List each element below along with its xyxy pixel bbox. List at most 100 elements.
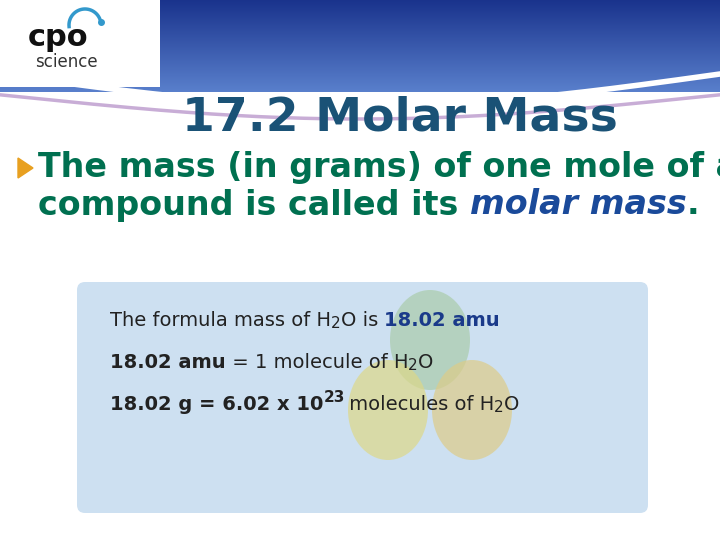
Text: The formula mass of H: The formula mass of H [110,310,331,329]
Bar [0,31,720,32]
Bar [0,91,720,92]
Bar [0,40,720,42]
Bar [0,60,720,62]
Bar [0,37,720,38]
Bar [0,38,720,39]
Bar [0,43,720,44]
Bar [0,73,720,75]
Bar [0,7,720,9]
Bar [0,69,720,71]
Bar [0,25,720,26]
Bar [0,54,720,56]
Bar [0,18,720,19]
Bar [0,45,720,46]
Ellipse shape [432,360,512,460]
Bar [0,56,720,57]
Bar [0,58,720,59]
Bar [0,36,720,37]
Polygon shape [18,158,33,178]
Bar [0,61,720,63]
Text: O: O [418,353,433,372]
Ellipse shape [390,290,470,390]
Bar [0,0,160,87]
Bar [0,32,720,33]
Text: compound is called its: compound is called its [38,188,470,221]
Bar [0,20,720,22]
Bar [0,24,720,25]
Text: cpo: cpo [28,24,89,52]
Bar [0,82,720,84]
Ellipse shape [348,360,428,460]
Text: 2: 2 [408,359,418,374]
Bar [0,1,720,3]
Bar [0,12,720,14]
Bar [0,76,720,78]
Bar [0,29,720,30]
Bar [0,39,720,40]
Bar [0,85,720,86]
Bar [0,0,720,2]
Bar [0,34,720,36]
Text: 18.02 g = 6.02 x 10: 18.02 g = 6.02 x 10 [110,395,323,414]
Bar [0,11,720,12]
Bar [0,33,720,35]
Bar [0,42,720,44]
Bar [0,47,720,49]
Bar [0,53,720,55]
Bar [0,49,720,51]
Bar [0,50,720,51]
Bar [0,27,720,29]
Bar [0,68,720,70]
Text: 2: 2 [494,401,503,415]
Bar [0,35,720,37]
Text: 23: 23 [323,390,343,406]
Text: 2: 2 [494,401,503,415]
Bar [0,65,720,66]
Bar [0,74,720,76]
Bar [0,84,720,85]
Bar [0,17,720,18]
Bar [0,70,720,71]
Bar [0,26,720,28]
Bar [0,48,720,50]
Bar [0,51,720,52]
Bar [0,80,720,82]
Text: O is: O is [341,310,384,329]
Bar [0,87,720,89]
Bar [0,4,720,5]
Bar [0,22,720,24]
Bar [0,63,720,64]
Bar [0,88,720,90]
Text: 23: 23 [323,390,345,406]
Bar [0,59,720,60]
Bar [0,10,720,11]
Bar [0,52,720,53]
Bar [0,6,720,8]
Bar [0,66,720,68]
Bar [0,8,720,10]
Bar [0,71,720,72]
Text: molecules of H: molecules of H [343,395,494,414]
Text: molar mass: molar mass [470,188,687,221]
Bar [0,3,720,4]
Bar [0,90,720,91]
Bar [0,92,720,540]
Bar [0,23,720,24]
Text: 2: 2 [331,316,341,332]
Bar [0,67,720,69]
Text: .: . [687,188,699,221]
Bar [0,41,720,43]
FancyBboxPatch shape [77,282,648,513]
Bar [0,14,720,16]
Bar [0,79,720,80]
Bar [0,57,720,58]
Bar [0,83,720,84]
Bar [0,86,720,87]
Bar [0,77,720,78]
Bar [0,64,720,65]
Bar [0,2,720,3]
Text: 18.02 amu: 18.02 amu [384,310,500,329]
Text: science: science [35,53,98,71]
Bar [0,19,720,21]
Text: = 1 molecule of H: = 1 molecule of H [225,353,408,372]
